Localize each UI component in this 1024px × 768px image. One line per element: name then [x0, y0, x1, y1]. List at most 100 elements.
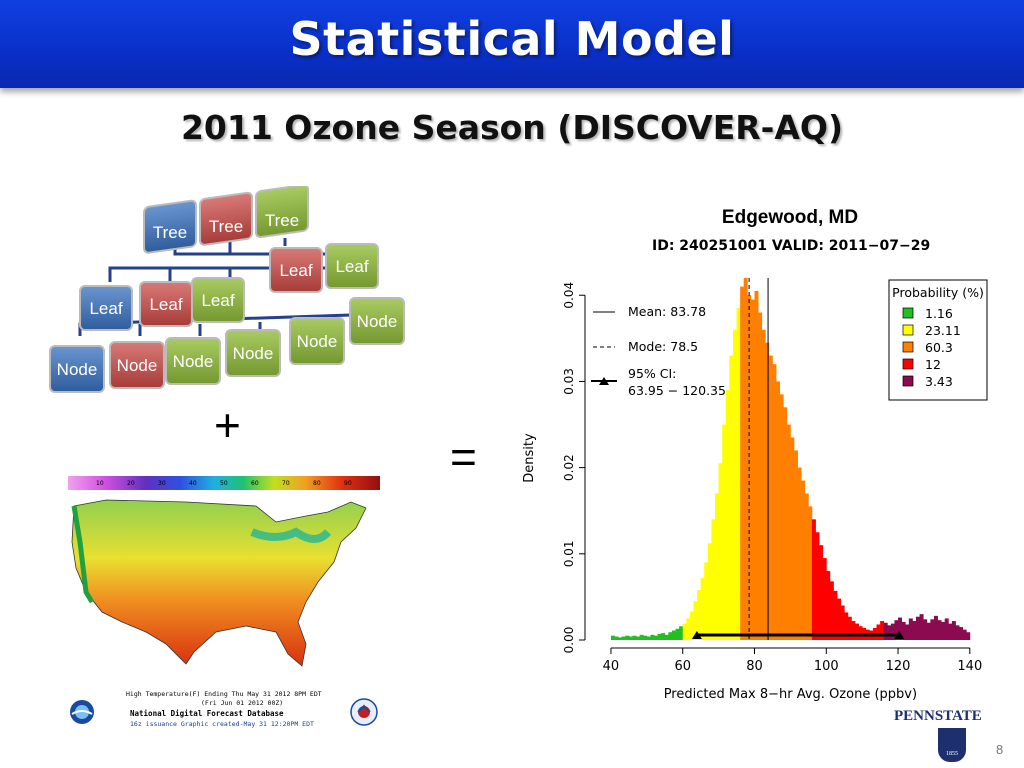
- node-box-5: Node: [289, 317, 345, 365]
- map-caption-line4: 16z issuance Graphic created-May 31 12:2…: [130, 720, 314, 728]
- x-tick-label: 100: [814, 659, 839, 674]
- pennstate-year: 1855: [946, 751, 958, 757]
- histogram-bar: [758, 312, 763, 640]
- histogram-bar: [707, 543, 712, 640]
- histogram-bar: [801, 480, 806, 640]
- leaf-box-5: Leaf: [325, 243, 379, 289]
- histogram-bar: [808, 506, 813, 640]
- scale-tick: 30: [158, 480, 166, 487]
- title-bar: Statistical Model: [0, 0, 1024, 88]
- histogram-bar: [959, 627, 964, 640]
- ci-legend-marker: [599, 377, 609, 385]
- histogram-bar: [697, 590, 702, 640]
- scale-tick: 60: [251, 480, 259, 487]
- node-label: Node: [117, 356, 158, 375]
- chart-title: Edgewood, MD: [721, 207, 859, 228]
- histogram-bar: [610, 635, 615, 640]
- ci-marker-left: [691, 631, 702, 639]
- temperature-map: 10 20 30 40 50 60 70 80 90 High Temperat…: [66, 472, 384, 734]
- x-axis-label: Predicted Max 8−hr Avg. Ozone (ppbv): [664, 687, 917, 702]
- histogram-bar: [962, 629, 967, 640]
- histogram-bar: [686, 618, 691, 640]
- histogram-bar: [840, 605, 845, 640]
- ci-legend-range: 63.95 − 120.35: [628, 383, 726, 398]
- leaf-box-4: Leaf: [269, 247, 323, 293]
- histogram-bar: [887, 625, 892, 640]
- histogram-bar: [847, 616, 852, 640]
- histogram-bar: [618, 637, 623, 640]
- histogram-bar: [725, 390, 730, 640]
- chart-stats-legend: Mean: 83.78 Mode: 78.5 95% CI: 63.95 − 120.…: [591, 304, 726, 398]
- node-box-2: Node: [109, 341, 165, 389]
- histogram-bar: [628, 636, 633, 640]
- histogram-bar: [941, 621, 946, 640]
- nws-logo-icon: [350, 698, 378, 726]
- histogram-bar: [854, 623, 859, 640]
- histogram-bar: [754, 290, 759, 640]
- legend-label: 12: [925, 357, 941, 372]
- leaf-box-1: Leaf: [79, 285, 133, 331]
- chart-legend: Probability (%) 1.16 23.11 60.3 12 3.43: [888, 279, 988, 401]
- x-tick-label: 80: [746, 659, 763, 674]
- noaa-logo-icon: [70, 700, 94, 724]
- histogram-bar: [793, 450, 798, 640]
- histogram-bar: [790, 437, 795, 640]
- leaf-box-3: Leaf: [191, 277, 245, 323]
- histogram-bar: [901, 621, 906, 640]
- histogram-bar: [822, 558, 827, 640]
- histogram-bar: [715, 493, 720, 640]
- histogram-bar: [951, 621, 956, 640]
- histogram-bar: [711, 519, 716, 640]
- histogram-bar: [740, 286, 745, 640]
- mean-legend-label: Mean: 83.78: [628, 304, 706, 319]
- y-axis-label: Density: [522, 433, 537, 483]
- histogram-bar: [750, 299, 755, 640]
- histogram-bar: [786, 424, 791, 640]
- histogram-bar: [919, 614, 924, 640]
- histogram-bar: [718, 463, 723, 640]
- histogram-bar: [704, 562, 709, 640]
- y-tick-label: 0.04: [562, 282, 576, 309]
- histogram-bar: [890, 623, 895, 640]
- node-box-6: Node: [349, 297, 405, 345]
- histogram-bar: [779, 394, 784, 640]
- histogram-bar: [829, 581, 834, 640]
- histogram-bar: [765, 342, 770, 640]
- page-number: 8: [996, 742, 1004, 757]
- histogram-bar: [675, 628, 680, 640]
- west-coast-band: [71, 505, 95, 604]
- histogram-bar: [937, 620, 942, 640]
- histogram-bar: [933, 615, 938, 640]
- scale-tick: 70: [282, 480, 290, 487]
- histogram-bar: [883, 622, 888, 640]
- map-caption-line1: High Temperature(F) Ending Thu May 31 20…: [126, 690, 322, 698]
- tree-label: Tree: [209, 217, 243, 236]
- map-caption-line3: National Digital Forecast Database: [130, 709, 284, 718]
- node-box-4: Node: [225, 329, 281, 377]
- histogram-bar: [826, 571, 831, 640]
- histogram-bar: [646, 636, 651, 640]
- scale-tick: 40: [189, 480, 197, 487]
- y-tick-label: 0.03: [562, 368, 576, 395]
- node-label: Node: [233, 344, 274, 363]
- node-label: Node: [173, 352, 214, 371]
- legend-swatch: [902, 358, 914, 370]
- map-caption-line2: (Fri Jun 01 2012 00Z): [201, 699, 283, 707]
- tree-label: Tree: [265, 211, 299, 230]
- legend-label: 3.43: [925, 374, 953, 389]
- histogram-bar: [819, 545, 824, 640]
- histogram-bar: [948, 623, 953, 640]
- histogram-bar: [908, 618, 913, 640]
- histogram-bar: [664, 634, 669, 640]
- histogram-bar: [966, 632, 971, 640]
- histogram-bar: [729, 355, 734, 640]
- node-label: Node: [297, 332, 338, 351]
- legend-swatch: [902, 375, 914, 387]
- histogram-bar: [700, 577, 705, 640]
- tree-box-2: Tree: [199, 191, 253, 246]
- histogram-bar: [679, 626, 684, 640]
- legend-swatch: [902, 307, 914, 319]
- histogram-bar: [650, 634, 655, 640]
- histogram-bar: [722, 424, 727, 640]
- mode-legend-label: Mode: 78.5: [628, 339, 698, 354]
